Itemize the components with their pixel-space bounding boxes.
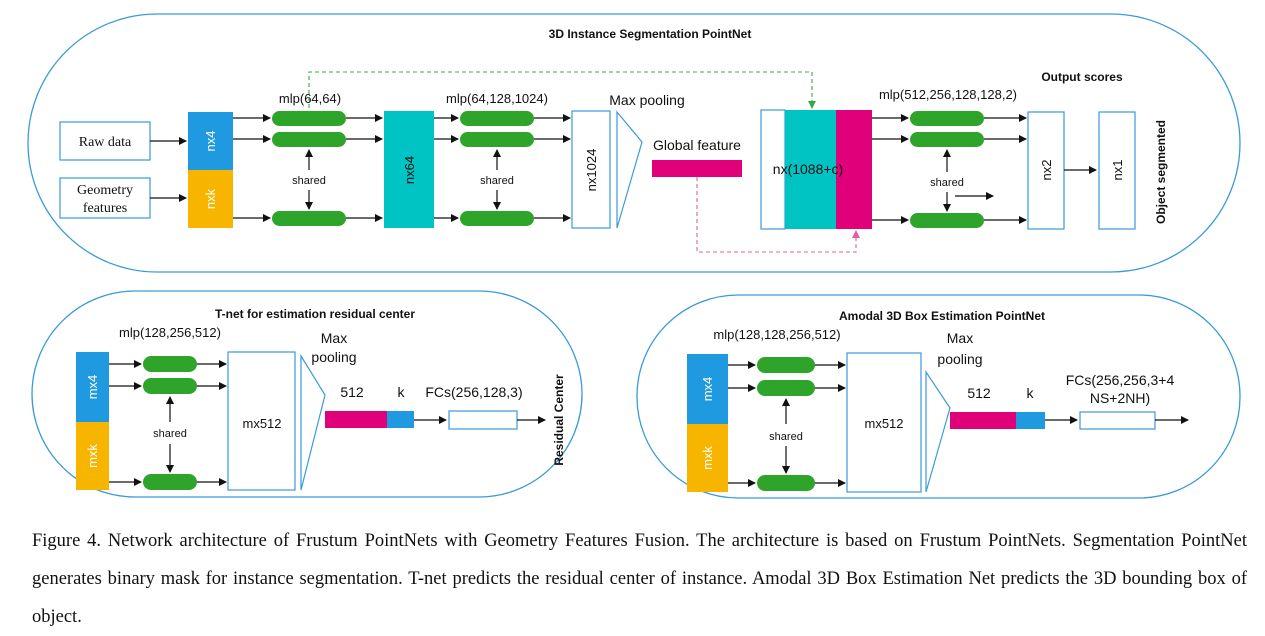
amodal-mlp-label: mlp(128,128,256,512) bbox=[713, 327, 840, 342]
residual-center-label: Residual Center bbox=[552, 374, 566, 466]
tnet-mxk-label: mxk bbox=[85, 444, 100, 468]
tnet-k-label: k bbox=[398, 384, 406, 400]
amodal-k-block bbox=[1016, 412, 1045, 429]
nx4-block bbox=[188, 112, 233, 170]
output-scores-label: Output scores bbox=[1041, 70, 1123, 84]
seg-mlp2-shared: shared bbox=[480, 175, 514, 187]
amodal-fcs-block bbox=[1079, 411, 1156, 430]
network-architecture-diagram: 3D Instance Segmentation PointNet Raw da… bbox=[27, 13, 1241, 499]
tnet-mlp-layer-2 bbox=[143, 378, 197, 394]
seg-mlp3-layer-2 bbox=[910, 132, 984, 147]
tnet-mlp-layer-1 bbox=[143, 356, 197, 372]
amodal-title: Amodal 3D Box Estimation PointNet bbox=[839, 309, 1045, 323]
amodal-shared: shared bbox=[769, 431, 803, 443]
tnet-fcs-label: FCs(256,128,3) bbox=[425, 384, 522, 400]
tnet-mx4-label: mx4 bbox=[85, 375, 100, 400]
nx1-block bbox=[1098, 111, 1136, 230]
tnet-mx4-block bbox=[76, 352, 109, 422]
seg-mlp2-label: mlp(64,128,1024) bbox=[446, 91, 548, 106]
nxk-label: nxk bbox=[203, 188, 218, 209]
seg-max-pooling-label: Max pooling bbox=[609, 92, 685, 108]
object-segmented-label: Object segmented bbox=[1154, 120, 1168, 224]
tnet-mlp-label: mlp(128,256,512) bbox=[119, 325, 221, 340]
tnet-512-label: 512 bbox=[340, 384, 364, 400]
tnet-mx512-block bbox=[227, 351, 296, 491]
geometry-features-label-1: Geometry bbox=[77, 183, 133, 198]
tnet-fcs-block bbox=[448, 410, 518, 430]
amodal-mxk-block bbox=[687, 424, 728, 492]
seg-mlp2-layer-1 bbox=[460, 111, 534, 126]
amodal-mlp-layer-3 bbox=[757, 475, 815, 491]
nx2-label: nx2 bbox=[1039, 160, 1054, 181]
seg-mlp3-layer-1 bbox=[910, 111, 984, 126]
tnet-512-block bbox=[325, 411, 387, 428]
amodal-fcs-label-1: FCs(256,256,3+4 bbox=[1066, 372, 1175, 388]
segmentation-frame bbox=[27, 13, 1241, 273]
global-feature-label: Global feature bbox=[653, 137, 741, 153]
nx64-block bbox=[384, 111, 434, 228]
tnet-mx512-label: mx512 bbox=[242, 416, 281, 431]
tnet-mlp-layer-3 bbox=[143, 474, 197, 490]
raw-data-box bbox=[59, 121, 151, 161]
nx4-label: nx4 bbox=[203, 131, 218, 152]
amodal-fcs-label-2: NS+2NH) bbox=[1090, 390, 1150, 406]
seg-mlp1-shared: shared bbox=[292, 175, 326, 187]
geometry-features-label-2: features bbox=[83, 201, 127, 216]
amodal-mx4-label: mx4 bbox=[700, 377, 715, 402]
tnet-mxk-block bbox=[76, 422, 109, 490]
seg-mlp1-label: mlp(64,64) bbox=[279, 91, 341, 106]
seg-mlp2-layer-2 bbox=[460, 132, 534, 147]
dashed-skip-magenta bbox=[696, 177, 860, 253]
amodal-network: Amodal 3D Box Estimation PointNet mx4 mx… bbox=[636, 294, 1241, 499]
seg-mlp1-layer-1 bbox=[272, 111, 346, 126]
tnet-max-label: Max bbox=[321, 330, 347, 346]
seg-mlp3-shared: shared bbox=[930, 177, 964, 189]
seg-mlp2-layer-3 bbox=[460, 211, 534, 226]
tnet-pooling-label: pooling bbox=[311, 349, 356, 365]
seg-max-pooling-shape bbox=[616, 110, 643, 229]
concat-teal-block bbox=[785, 110, 836, 229]
amodal-mxk-label: mxk bbox=[700, 446, 715, 470]
seg-mlp1-layer-3 bbox=[272, 211, 346, 226]
tnet-title: T-net for estimation residual center bbox=[215, 307, 415, 321]
amodal-mlp-layer-1 bbox=[757, 357, 815, 373]
tnet-network: T-net for estimation residual center mx4… bbox=[31, 290, 583, 498]
raw-data-label: Raw data bbox=[79, 135, 132, 150]
geometry-features-box bbox=[59, 177, 151, 219]
segmentation-network: 3D Instance Segmentation PointNet Raw da… bbox=[27, 13, 1241, 273]
amodal-512-block bbox=[950, 412, 1016, 429]
amodal-512-label: 512 bbox=[967, 385, 991, 401]
nx1-label: nx1 bbox=[1110, 160, 1125, 181]
amodal-k-label: k bbox=[1027, 385, 1035, 401]
amodal-max-pooling-shape bbox=[925, 370, 951, 493]
amodal-mlp-layer-2 bbox=[757, 380, 815, 396]
nx1024-block bbox=[571, 110, 611, 229]
amodal-mx512-label: mx512 bbox=[864, 416, 903, 431]
seg-mlp1-layer-2 bbox=[272, 132, 346, 147]
amodal-mx4-block bbox=[687, 354, 728, 424]
nxk-block bbox=[188, 170, 233, 228]
amodal-pooling-label: pooling bbox=[937, 351, 982, 367]
nx64-label: nx64 bbox=[402, 156, 417, 184]
dashed-skip-green bbox=[308, 71, 816, 109]
amodal-frame bbox=[636, 294, 1241, 499]
segmentation-title: 3D Instance Segmentation PointNet bbox=[549, 27, 752, 41]
figure-caption: Figure 4. Network architecture of Frustu… bbox=[32, 531, 1247, 627]
tnet-k-block bbox=[387, 411, 414, 428]
seg-mlp3-label: mlp(512,256,128,128,2) bbox=[879, 87, 1017, 102]
tnet-max-pooling-shape bbox=[300, 353, 326, 491]
nx1024-label: nx1024 bbox=[584, 149, 599, 192]
tnet-shared: shared bbox=[153, 428, 187, 440]
concat-magenta-block bbox=[836, 110, 872, 229]
seg-mlp3-layer-3 bbox=[910, 213, 984, 228]
global-feature-block bbox=[652, 160, 742, 177]
tnet-frame bbox=[31, 290, 583, 498]
amodal-max-label: Max bbox=[947, 330, 973, 346]
amodal-mx512-block bbox=[846, 352, 922, 493]
concat-label: nx(1088+c) bbox=[773, 161, 843, 177]
